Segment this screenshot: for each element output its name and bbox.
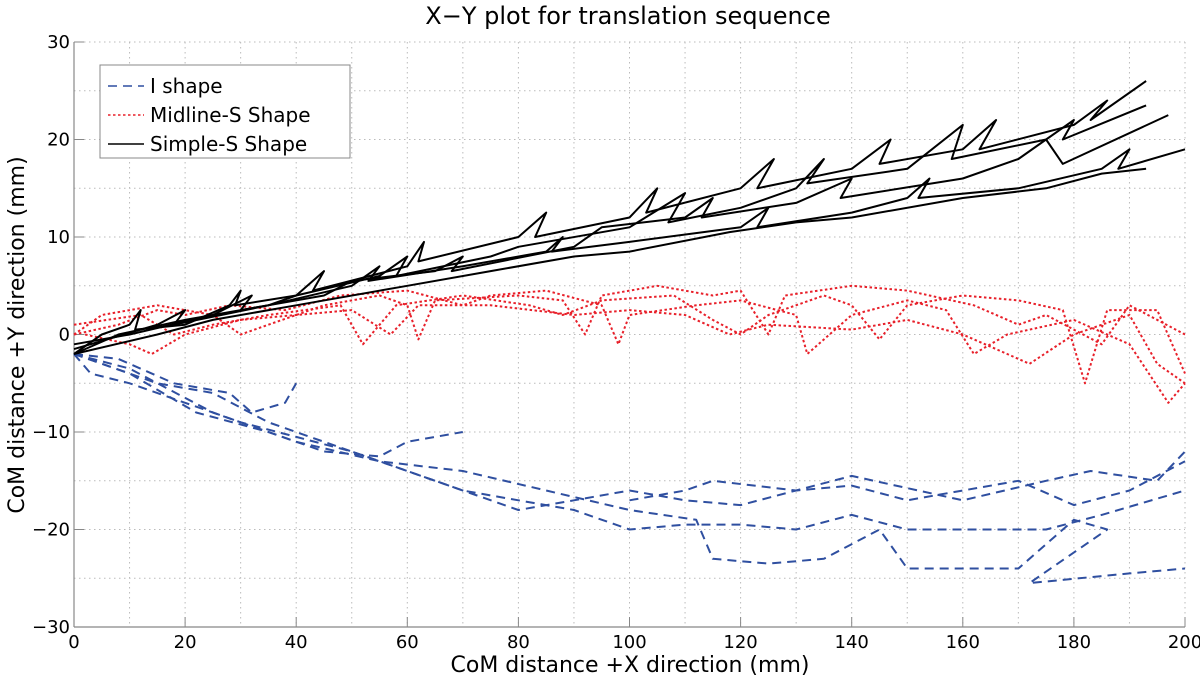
series-track (73, 167, 1147, 355)
x-tick-label: 140 (835, 632, 869, 653)
y-tick-label: 30 (47, 32, 70, 53)
series-track (73, 148, 1186, 355)
x-tick-label: 120 (723, 632, 757, 653)
y-tick-label: 0 (59, 325, 70, 346)
y-axis-label: CoM distance +Y direction (mm) (5, 156, 30, 513)
x-tick-label: 200 (1168, 632, 1200, 653)
series-track (73, 284, 1186, 346)
series-layer (73, 80, 1186, 585)
x-axis-label: CoM distance +X direction (mm) (451, 653, 810, 678)
series-track (84, 304, 1186, 385)
y-tick-label: 10 (47, 227, 70, 248)
y-tick-label: −30 (32, 617, 70, 638)
series-track (73, 353, 1186, 511)
y-tick-label: −20 (32, 520, 70, 541)
x-tick-label: 100 (612, 632, 646, 653)
y-tick-label: 20 (47, 130, 70, 151)
legend-label: I shape (150, 74, 223, 98)
series-midline-s-shape (73, 284, 1186, 404)
x-tick-label: 20 (174, 632, 197, 653)
series-track (73, 294, 1186, 385)
legend-label: Simple-S Shape (150, 132, 307, 156)
x-tick-label: 0 (68, 632, 79, 653)
x-tick-label: 80 (507, 632, 530, 653)
x-tick-label: 40 (285, 632, 308, 653)
series-simple-s-shape (73, 80, 1186, 355)
legend-label: Midline-S Shape (150, 103, 311, 127)
y-tick-label: −10 (32, 422, 70, 443)
chart-title: X−Y plot for translation sequence (425, 2, 830, 30)
legend: I shape Midline-S Shape Simple-S Shape (99, 64, 351, 159)
x-tick-label: 180 (1057, 632, 1091, 653)
series-track (73, 353, 1186, 585)
x-tick-label: 60 (396, 632, 419, 653)
series-track (73, 114, 1169, 346)
x-tick-label: 160 (946, 632, 980, 653)
series-i-shape (73, 353, 1186, 585)
series-track (73, 353, 1186, 531)
legend-box (99, 64, 351, 159)
series-track (73, 353, 298, 414)
series-track (73, 353, 463, 458)
